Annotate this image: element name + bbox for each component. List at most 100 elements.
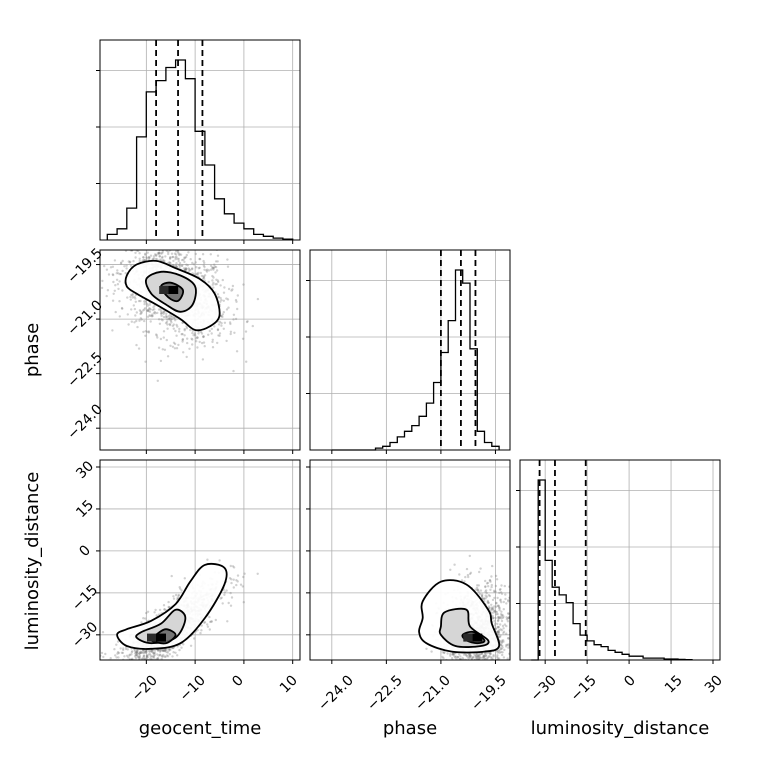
sample-point: [152, 652, 155, 655]
sample-point: [442, 657, 445, 660]
sample-point: [212, 266, 215, 269]
sample-point: [453, 675, 455, 677]
sample-point: [471, 682, 473, 684]
sample-point: [500, 647, 503, 651]
sample-point: [473, 661, 475, 663]
sample-point: [109, 681, 111, 683]
sample-point: [96, 239, 98, 241]
sample-point: [512, 614, 514, 616]
sample-point: [171, 315, 174, 318]
sample-point: [229, 604, 233, 607]
sample-point: [469, 691, 471, 693]
sample-point: [138, 259, 141, 263]
sample-point: [500, 617, 503, 620]
sample-point: [232, 578, 235, 581]
sample-point: [122, 648, 125, 652]
sample-point: [122, 673, 124, 675]
sample-point: [180, 646, 183, 649]
sample-point: [144, 360, 147, 363]
sample-point: [126, 313, 129, 316]
sample-point: [121, 671, 123, 673]
sample-point: [78, 722, 80, 724]
sample-point: [222, 327, 225, 330]
sample-point: [148, 308, 151, 311]
sample-point: [167, 314, 171, 318]
sample-point: [225, 589, 228, 592]
sample-point: [129, 260, 132, 263]
sample-point: [497, 617, 500, 620]
sample-point: [488, 675, 490, 677]
sample-point: [146, 330, 149, 333]
sample-point: [133, 649, 137, 653]
sample-point: [120, 306, 124, 310]
sample-point: [506, 657, 509, 660]
sample-point: [232, 369, 235, 373]
sample-point: [118, 272, 122, 276]
sample-point: [491, 668, 493, 670]
sample-point: [221, 278, 224, 282]
sample-point: [456, 681, 458, 683]
sample-point: [150, 655, 154, 658]
sample-point: [205, 270, 209, 273]
sample-point: [492, 655, 495, 658]
sample-point: [208, 615, 211, 619]
sample-point: [505, 643, 508, 647]
sample-point: [199, 631, 202, 635]
sample-point: [71, 252, 73, 254]
sample-point: [503, 623, 507, 626]
sample-point: [135, 648, 139, 652]
sample-point: [90, 682, 92, 684]
sample-point: [230, 289, 233, 292]
sample-point: [216, 328, 220, 332]
sample-point: [501, 651, 504, 654]
sample-point: [478, 660, 480, 662]
sample-point: [105, 268, 109, 271]
sample-point: [209, 253, 212, 256]
sample-point: [127, 677, 129, 679]
sample-point: [498, 588, 502, 591]
sample-point: [184, 255, 188, 259]
sample-point: [157, 346, 161, 349]
sample-point: [456, 681, 458, 683]
sample-point: [156, 657, 160, 660]
sample-point: [229, 322, 232, 326]
sample-point: [159, 359, 163, 363]
sample-point: [168, 317, 171, 320]
sample-point: [162, 258, 165, 262]
sample-point: [105, 695, 107, 697]
sample-point: [161, 311, 164, 315]
sample-point: [186, 337, 189, 340]
sample-point: [483, 652, 487, 655]
sample-point: [474, 671, 476, 673]
sample-point: [217, 280, 220, 284]
sample-point: [493, 610, 497, 613]
sample-point: [195, 340, 198, 343]
sample-point: [475, 656, 478, 659]
sample-point: [211, 283, 214, 286]
sample-point: [100, 651, 104, 655]
contour-level-1: [116, 563, 228, 650]
sample-point: [164, 321, 168, 325]
sample-point: [146, 664, 148, 666]
sample-point: [176, 250, 180, 253]
sample-point: [486, 667, 488, 669]
sample-point: [121, 675, 123, 677]
sample-point: [168, 647, 171, 651]
sample-point: [468, 654, 472, 657]
sample-point: [479, 683, 481, 685]
sample-point: [481, 664, 483, 666]
sample-point: [121, 651, 125, 655]
sample-point: [148, 314, 151, 317]
sample-point: [160, 314, 163, 317]
sample-point: [101, 279, 104, 283]
sample-point: [203, 268, 206, 271]
sample-point: [499, 634, 502, 637]
sample-point: [131, 661, 133, 663]
sample-point: [135, 245, 137, 247]
sample-point: [460, 668, 462, 670]
sample-point: [470, 657, 473, 660]
sample-point: [165, 314, 168, 317]
sample-point: [438, 670, 440, 672]
sample-point: [220, 314, 223, 318]
sample-point: [141, 666, 143, 668]
